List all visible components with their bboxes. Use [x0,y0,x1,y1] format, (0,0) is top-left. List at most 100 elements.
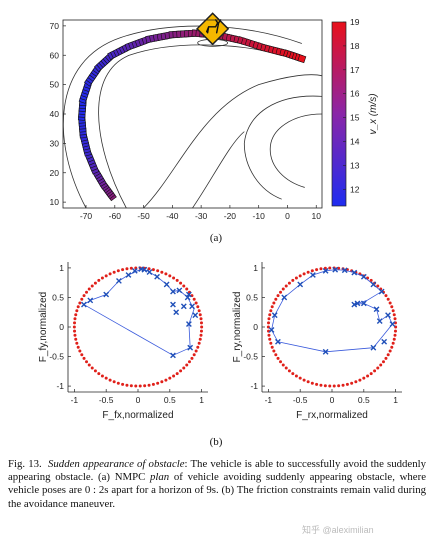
colorbar-tick-label: 18 [350,41,360,51]
limit-circle-dot [85,360,89,364]
limit-circle-dot [276,294,280,298]
force-point-marker [116,278,122,284]
x-tick-label: -40 [166,211,179,221]
force-point-marker [176,287,183,294]
limit-circle-dot [391,309,395,313]
force-point-marker [322,348,329,355]
limit-circle-dot [386,353,390,357]
limit-circle-dot [125,383,129,387]
limit-circle-dot [185,363,189,367]
limit-circle-dot [76,345,80,349]
subfigure-label-b: (b) [209,436,223,448]
limit-circle-dot [281,363,285,367]
limit-circle-dot [284,284,288,288]
limit-circle-dot [87,363,91,367]
limit-circle-dot [298,376,302,380]
limit-circle-dot [147,267,151,271]
limit-circle-dot [274,297,278,301]
limit-circle-dot [298,274,302,278]
limit-circle-dot [384,356,388,360]
x-tick-label: -10 [253,211,266,221]
limit-circle-dot [319,383,323,387]
force-point-marker [297,281,304,288]
limit-circle-dot [73,333,77,337]
x-tick-label: -0.5 [293,395,308,405]
force-point-marker [103,291,110,298]
limit-circle-dot [138,384,142,388]
force-trajectory-line [83,268,195,356]
limit-circle-dot [93,369,97,373]
force-point-marker [131,267,138,274]
limit-circle-dot [198,313,202,317]
limit-circle-dot [172,276,176,280]
y-tick-label: 40 [50,109,60,119]
limit-circle-dot [381,360,385,364]
force-point-marker [354,300,361,307]
colorbar-gradient [331,21,347,207]
colorbar-tick-label: 19 [350,17,360,27]
x-tick-label: 0.5 [164,395,176,405]
force-point-marker [370,281,377,288]
limit-circle-dot [279,360,283,364]
force-point-marker [275,338,281,345]
y-tick-label: 70 [50,21,60,31]
limit-circle-dot [284,366,288,370]
force-point-marker [163,281,170,288]
limit-circle-dot [302,378,306,382]
force-point-marker [351,301,358,308]
x-tick-label: 0 [330,395,335,405]
limit-circle-dot [323,384,327,388]
force-point-marker [385,312,391,319]
colorbar-tick-label: 15 [350,113,360,123]
x-tick-label: 0 [136,395,141,405]
limit-circle-dot [168,274,172,278]
limit-circle-dot [175,278,179,282]
limit-circle-dot [310,269,314,273]
limit-circle-dot [112,270,116,274]
road-inner-loop [243,95,323,200]
limit-circle-dot [194,349,198,353]
limit-circle-dot [391,341,395,345]
force-point-marker [187,344,194,351]
limit-circle-dot [390,305,394,309]
rear-friction-plot: -1 -0.5 0 0.5 1 -1 -0.5 0 0.5 1 F_rx,normalized F_r… [232,262,402,421]
caption-fig-number: Fig. 13. [8,458,42,470]
limit-circle-dot [341,383,345,387]
limit-circle-dot [82,356,86,360]
limit-circle-dot [332,384,336,388]
limit-circle-dot [392,337,396,341]
figure-caption: Fig. 13. Sudden appearance of obstacle: … [8,458,426,511]
limit-circle-dot [75,341,79,345]
force-point-marker [389,321,396,327]
limit-circle-dot [376,284,380,288]
force-point-marker [170,288,176,295]
force-point-marker [322,267,329,274]
limit-circle-dot [328,266,332,270]
limit-circle-dot [164,272,168,276]
force-point-marker [268,327,275,333]
limit-circle-dot [104,376,108,380]
force-point-marker [154,273,160,280]
limit-circle-dot [168,376,172,380]
limit-circle-dot [82,294,86,298]
limit-circle-dot [160,270,164,274]
limit-circle-dot [393,329,397,333]
force-point-marker [186,291,192,298]
limit-circle-dot [197,341,201,345]
limit-circle-dot [179,369,183,373]
limit-circle-dot [196,305,200,309]
force-point-marker [373,306,380,313]
colorbar-tick-label: 12 [350,184,360,194]
limit-circle-dot [287,369,291,373]
limit-circle-dot [97,372,101,376]
y-tick-label: 10 [50,197,60,207]
x-tick-label: -0.5 [99,395,114,405]
force-point-marker [360,273,367,280]
force-point-marker [125,272,132,278]
limit-circle-dot [97,278,101,282]
limit-circle-dot [362,376,366,380]
force-point-marker [146,269,153,275]
limit-circle-dot [388,301,392,305]
limit-circle-dot [200,325,204,329]
y-tick-label: 1 [59,263,64,273]
